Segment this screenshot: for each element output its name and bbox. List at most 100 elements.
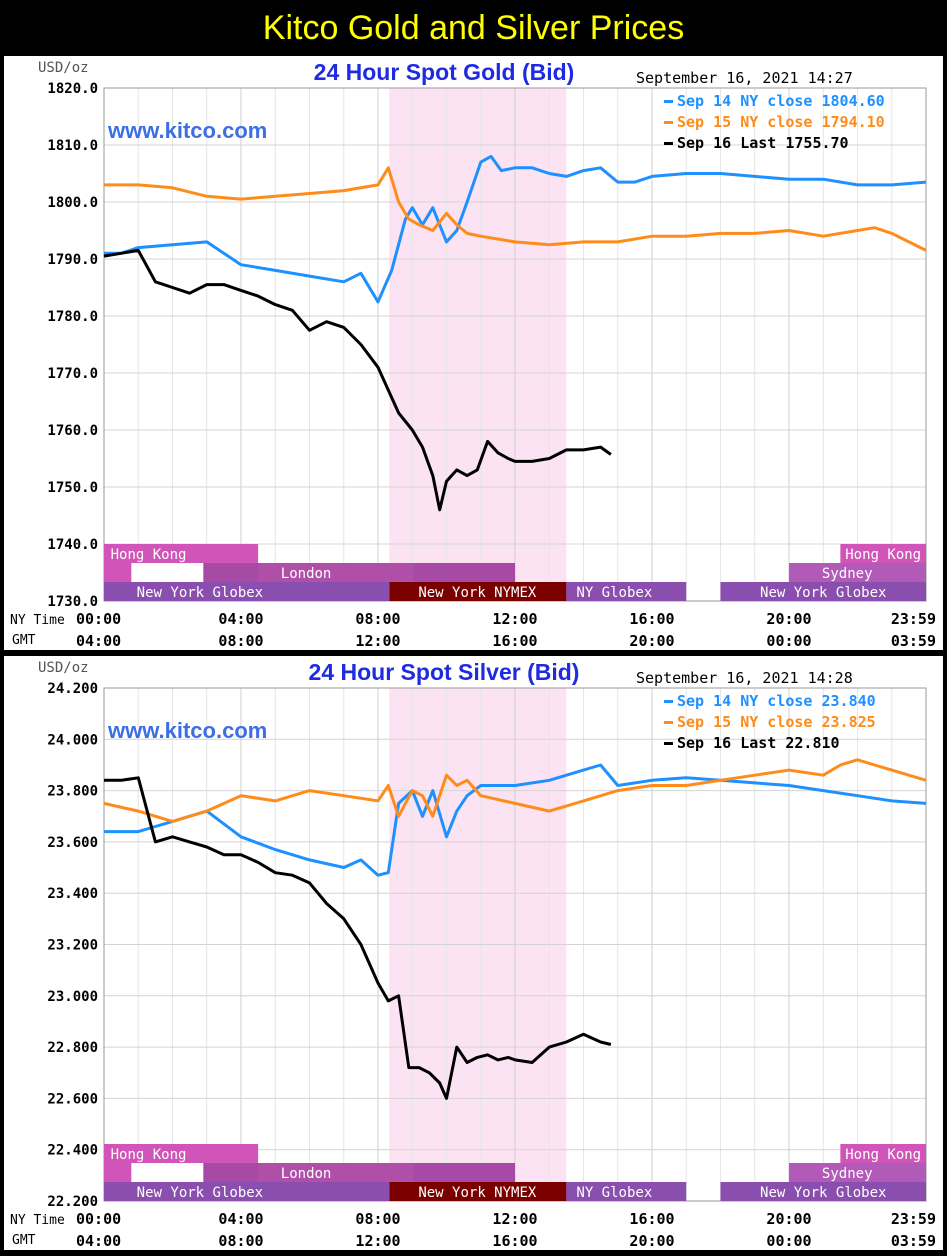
session-ny-nymex-label: New York NYMEX (418, 1185, 537, 1201)
x-tick-gmt-label: 08:00 (218, 1232, 263, 1250)
x-tick-gmt-label: 16:00 (492, 632, 537, 650)
legend-swatch-0 (664, 700, 673, 703)
session-sydney-label: Sydney (822, 566, 873, 582)
x-tick-ny-label: 08:00 (355, 610, 400, 628)
chart-title: 24 Hour Spot Silver (Bid) (309, 659, 580, 685)
session-london-b (412, 1163, 515, 1182)
session-hong-kong-label-2: Hong Kong (845, 1147, 921, 1163)
y-tick-label: 1780.0 (47, 309, 98, 325)
y-tick-label: 1770.0 (47, 366, 98, 382)
y-tick-label: 1750.0 (47, 480, 98, 496)
legend-swatch-0 (664, 100, 673, 103)
legend-swatch-1 (664, 721, 673, 724)
legend-swatch-2 (664, 142, 673, 145)
session-gap (131, 563, 204, 582)
x-tick-ny-label: 23:59 (891, 610, 936, 628)
x-tick-gmt-label: 03:59 (891, 1232, 936, 1250)
x-axis-ny-label: NY Time (10, 1213, 65, 1228)
x-tick-ny-label: 08:00 (355, 1210, 400, 1228)
y-tick-label: 1730.0 (47, 594, 98, 610)
x-tick-gmt-label: 20:00 (629, 1232, 674, 1250)
session-london-label: London (281, 1166, 332, 1182)
y-tick-label: 23.800 (47, 784, 98, 800)
page-title: Kitco Gold and Silver Prices (262, 9, 685, 47)
gold-chart-panel: 1820.0 1810.0 1800.0 1790.0 1780.0 1770.0 1760… (4, 56, 943, 650)
legend-entry-0: Sep 14 NY close 1804.60 (677, 92, 885, 110)
y-tick-label: 22.400 (47, 1143, 98, 1159)
session-ny-nymex-label: New York NYMEX (418, 585, 537, 601)
session-london (258, 1163, 413, 1182)
x-tick-gmt-label: 00:00 (766, 1232, 811, 1250)
session-ny-globex-pm (566, 1182, 687, 1201)
session-ny-nymex (389, 582, 567, 601)
session-ny-globex-am (104, 1182, 390, 1201)
legend-entry-1: Sep 15 NY close 23.825 (677, 713, 876, 731)
legend-entry-1: Sep 15 NY close 1794.10 (677, 113, 885, 131)
gold-chart: 1820.0 1810.0 1800.0 1790.0 1780.0 1770.0 1760… (10, 59, 936, 650)
x-tick-gmt-label: 20:00 (629, 632, 674, 650)
series-line-0 (104, 763, 927, 877)
x-tick-gmt-label: 03:59 (891, 632, 936, 650)
x-tick-gmt-label: 00:00 (766, 632, 811, 650)
y-tick-label: 22.600 (47, 1091, 98, 1107)
y-tick-label: 23.200 (47, 938, 98, 954)
session-hk-tail (104, 563, 132, 582)
session-gap (131, 1163, 204, 1182)
session-sydney (789, 1163, 926, 1182)
x-tick-ny-label: 16:00 (629, 610, 674, 628)
session-hk-tail (104, 1163, 132, 1182)
x-tick-gmt-label: 04:00 (76, 1232, 121, 1250)
legend-entry-2: Sep 16 Last 22.810 (677, 734, 840, 752)
x-tick-ny-label: 12:00 (492, 610, 537, 628)
session-ny-globex-label-2: New York Globex (760, 1185, 886, 1201)
x-tick-ny-label: 04:00 (218, 610, 263, 628)
x-tick-ny-label: 04:00 (218, 1210, 263, 1228)
session-ny-nymex (389, 1182, 567, 1201)
silver-chart: 24.200 24.000 23.800 23.600 23.400 23.200 23.0… (10, 659, 936, 1250)
watermark: www.kitco.com (107, 718, 267, 743)
legend-swatch-2 (664, 742, 673, 745)
x-tick-ny-label: 12:00 (492, 1210, 537, 1228)
series-line-2 (103, 248, 612, 512)
session-hong-kong-label-2: Hong Kong (845, 547, 921, 563)
series-line-0 (104, 154, 927, 304)
legend-entry-0: Sep 14 NY close 23.840 (677, 692, 876, 710)
y-tick-label: 22.200 (47, 1194, 98, 1210)
x-tick-ny-label: 20:00 (766, 1210, 811, 1228)
x-tick-ny-label: 00:00 (76, 610, 121, 628)
session-ny-globex-evening (720, 582, 926, 601)
x-axis-ny-label: NY Time (10, 613, 65, 628)
session-ny-globex-label: New York Globex (137, 1185, 263, 1201)
y-tick-label: 1820.0 (47, 81, 98, 97)
session-sydney-label: Sydney (822, 1166, 873, 1182)
y-tick-label: 1810.0 (47, 138, 98, 154)
session-ny-globex-short-label: NY Globex (576, 585, 652, 601)
session-hong-kong-label: Hong Kong (111, 547, 187, 563)
session-hong-kong-am (104, 1144, 259, 1163)
nymex-session-shade (389, 88, 567, 601)
y-tick-label: 23.000 (47, 989, 98, 1005)
y-tick-label: 24.000 (47, 732, 98, 748)
session-london (258, 563, 413, 582)
session-hong-kong-pm (840, 1144, 926, 1163)
x-tick-gmt-label: 08:00 (218, 632, 263, 650)
session-hong-kong-pm (840, 544, 926, 563)
y-tick-label: 1800.0 (47, 195, 98, 211)
session-sydney (789, 563, 926, 582)
unit-label: USD/oz (38, 60, 89, 76)
y-tick-label: 22.800 (47, 1040, 98, 1056)
y-tick-label: 23.400 (47, 886, 98, 902)
session-ny-globex-label-2: New York Globex (760, 585, 886, 601)
x-axis-gmt-label: GMT (12, 633, 36, 648)
chart-timestamp: September 16, 2021 14:27 (636, 69, 853, 87)
x-tick-gmt-label: 16:00 (492, 1232, 537, 1250)
series-line-2 (104, 776, 612, 1100)
x-tick-ny-label: 23:59 (891, 1210, 936, 1228)
silver-chart-panel: 24.200 24.000 23.800 23.600 23.400 23.200 23.0… (4, 656, 943, 1250)
session-hong-kong-am (104, 544, 259, 563)
legend-swatch-1 (664, 121, 673, 124)
y-tick-label: 24.200 (47, 681, 98, 697)
unit-label: USD/oz (38, 660, 89, 676)
series-line-1 (103, 758, 927, 823)
session-london-b (412, 563, 515, 582)
